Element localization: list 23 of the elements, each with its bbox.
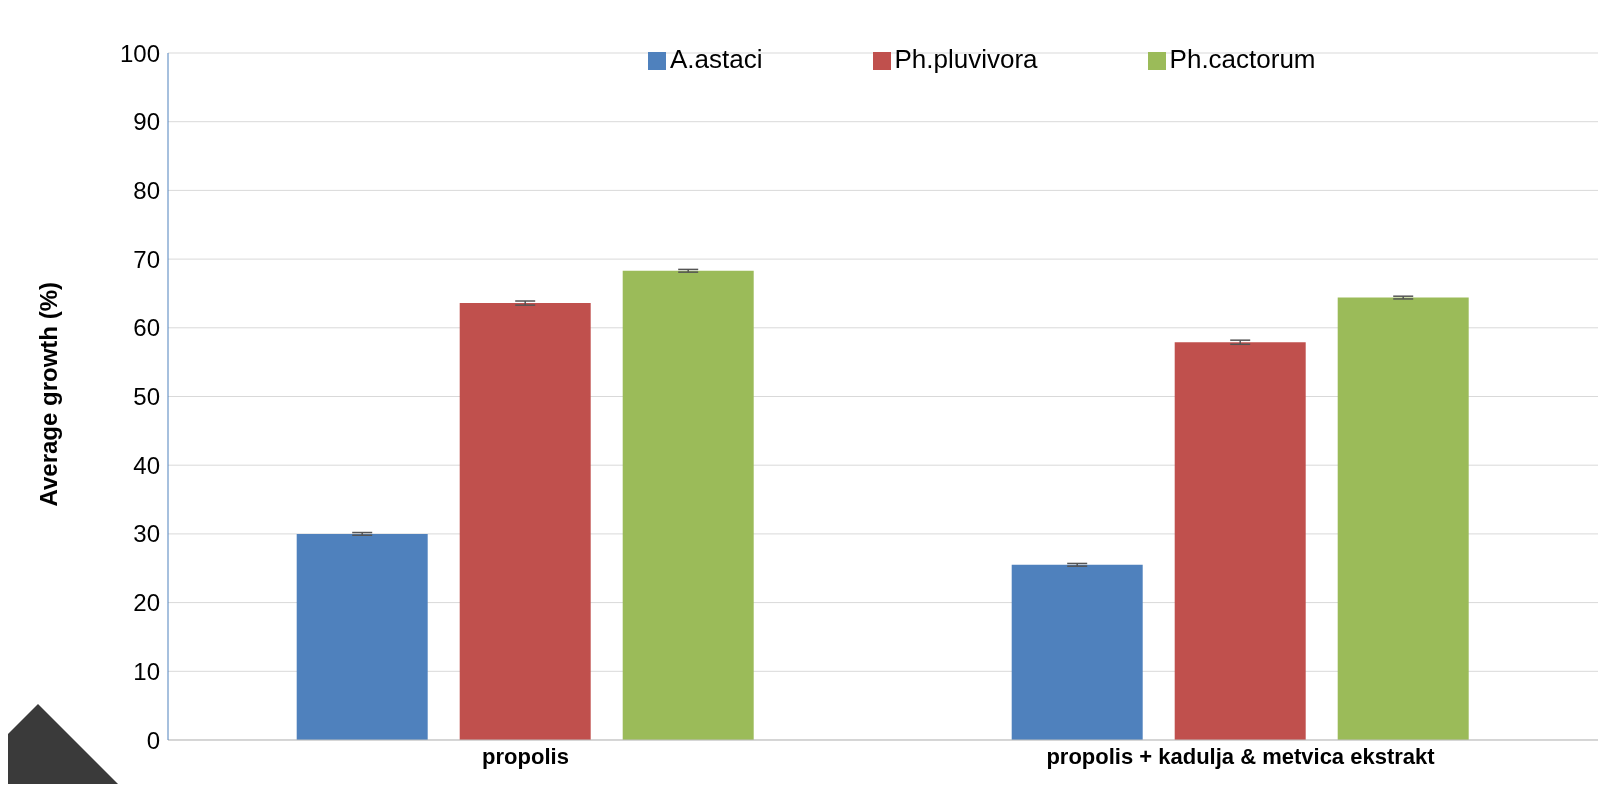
y-tick-label: 10 [133,657,160,685]
x-tick-label: propolis + kadulja & metvica ekstrakt [1046,743,1436,769]
legend-label: A.astaci [670,44,763,74]
y-tick-label: 70 [133,245,160,273]
legend-label: Ph.pluvivora [894,44,1038,74]
y-tick-label: 80 [133,176,160,204]
y-tick-label: 100 [119,39,160,67]
bar [1337,297,1469,740]
y-tick-label: 0 [146,726,160,754]
y-tick-label: 30 [133,520,160,548]
y-tick-label: 50 [133,383,160,411]
bar [459,303,591,740]
y-tick-label: 90 [133,108,160,136]
bar [296,533,428,740]
legend-label: Ph.cactorum [1169,44,1316,74]
y-tick-label: 60 [133,314,160,342]
x-tick-label: propolis [482,743,569,769]
y-tick-label: 20 [133,589,160,617]
y-axis-title: Average growth (%) [34,282,62,507]
y-tick-label: 40 [133,451,160,479]
bar [1011,564,1143,740]
bar [622,270,754,740]
bar [1174,342,1306,740]
